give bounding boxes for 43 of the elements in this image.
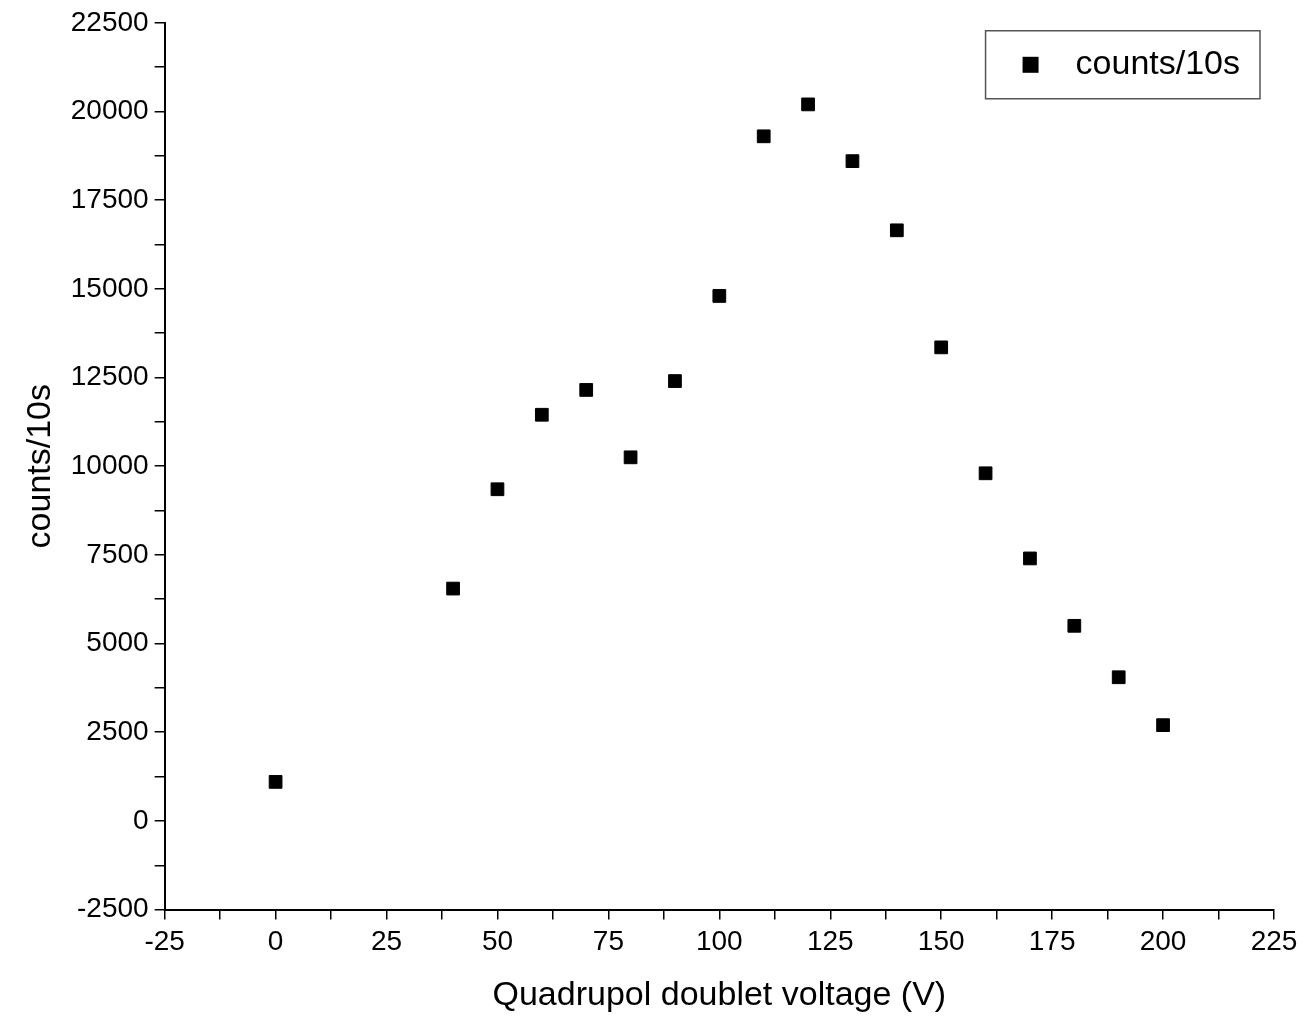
y-tick-label: 17500 xyxy=(70,182,149,214)
x-tick-label: 0 xyxy=(267,925,284,957)
x-tick-label: 200 xyxy=(1139,925,1187,957)
y-tick-label: 20000 xyxy=(70,94,149,126)
x-tick-label: 175 xyxy=(1028,925,1076,957)
point xyxy=(978,466,993,481)
x-tick-label: 50 xyxy=(481,925,514,957)
x-tick-label: 150 xyxy=(917,925,965,957)
x-tick-label: 75 xyxy=(592,925,624,957)
y-tick-label: 22500 xyxy=(70,5,149,37)
y-tick-label: 10000 xyxy=(70,448,149,480)
x-tick-label: 125 xyxy=(806,925,854,957)
point xyxy=(268,775,283,789)
point xyxy=(889,223,904,238)
point xyxy=(756,129,771,144)
point xyxy=(623,450,638,465)
point xyxy=(1067,618,1082,633)
x-tick-label: 25 xyxy=(370,925,403,957)
y-tick-label: 7500 xyxy=(86,537,149,569)
point xyxy=(1156,718,1170,733)
point xyxy=(712,289,727,303)
point xyxy=(668,374,682,388)
point xyxy=(1023,551,1037,566)
point xyxy=(801,97,815,112)
y-tick-label: 5000 xyxy=(86,626,149,658)
point xyxy=(845,154,860,169)
x-tick-label: 225 xyxy=(1250,925,1298,957)
legend-label: counts/10s xyxy=(1075,43,1241,82)
point xyxy=(934,340,949,355)
point xyxy=(534,407,549,422)
point xyxy=(490,482,505,497)
y-axis-title: counts/10s xyxy=(18,383,57,549)
x-tick-label: 100 xyxy=(695,925,743,957)
point xyxy=(579,383,594,397)
y-tick-label: 15000 xyxy=(70,271,149,303)
x-tick-label: -25 xyxy=(144,925,185,957)
x-axis-title: Quadrupol doublet voltage (V) xyxy=(492,973,947,1012)
y-tick-label: 2500 xyxy=(86,714,149,746)
y-tick-label: -2500 xyxy=(77,892,149,924)
point xyxy=(1111,670,1126,685)
y-tick-label: 12500 xyxy=(70,360,149,392)
y-tick-label: 0 xyxy=(133,803,149,835)
point xyxy=(446,581,460,596)
